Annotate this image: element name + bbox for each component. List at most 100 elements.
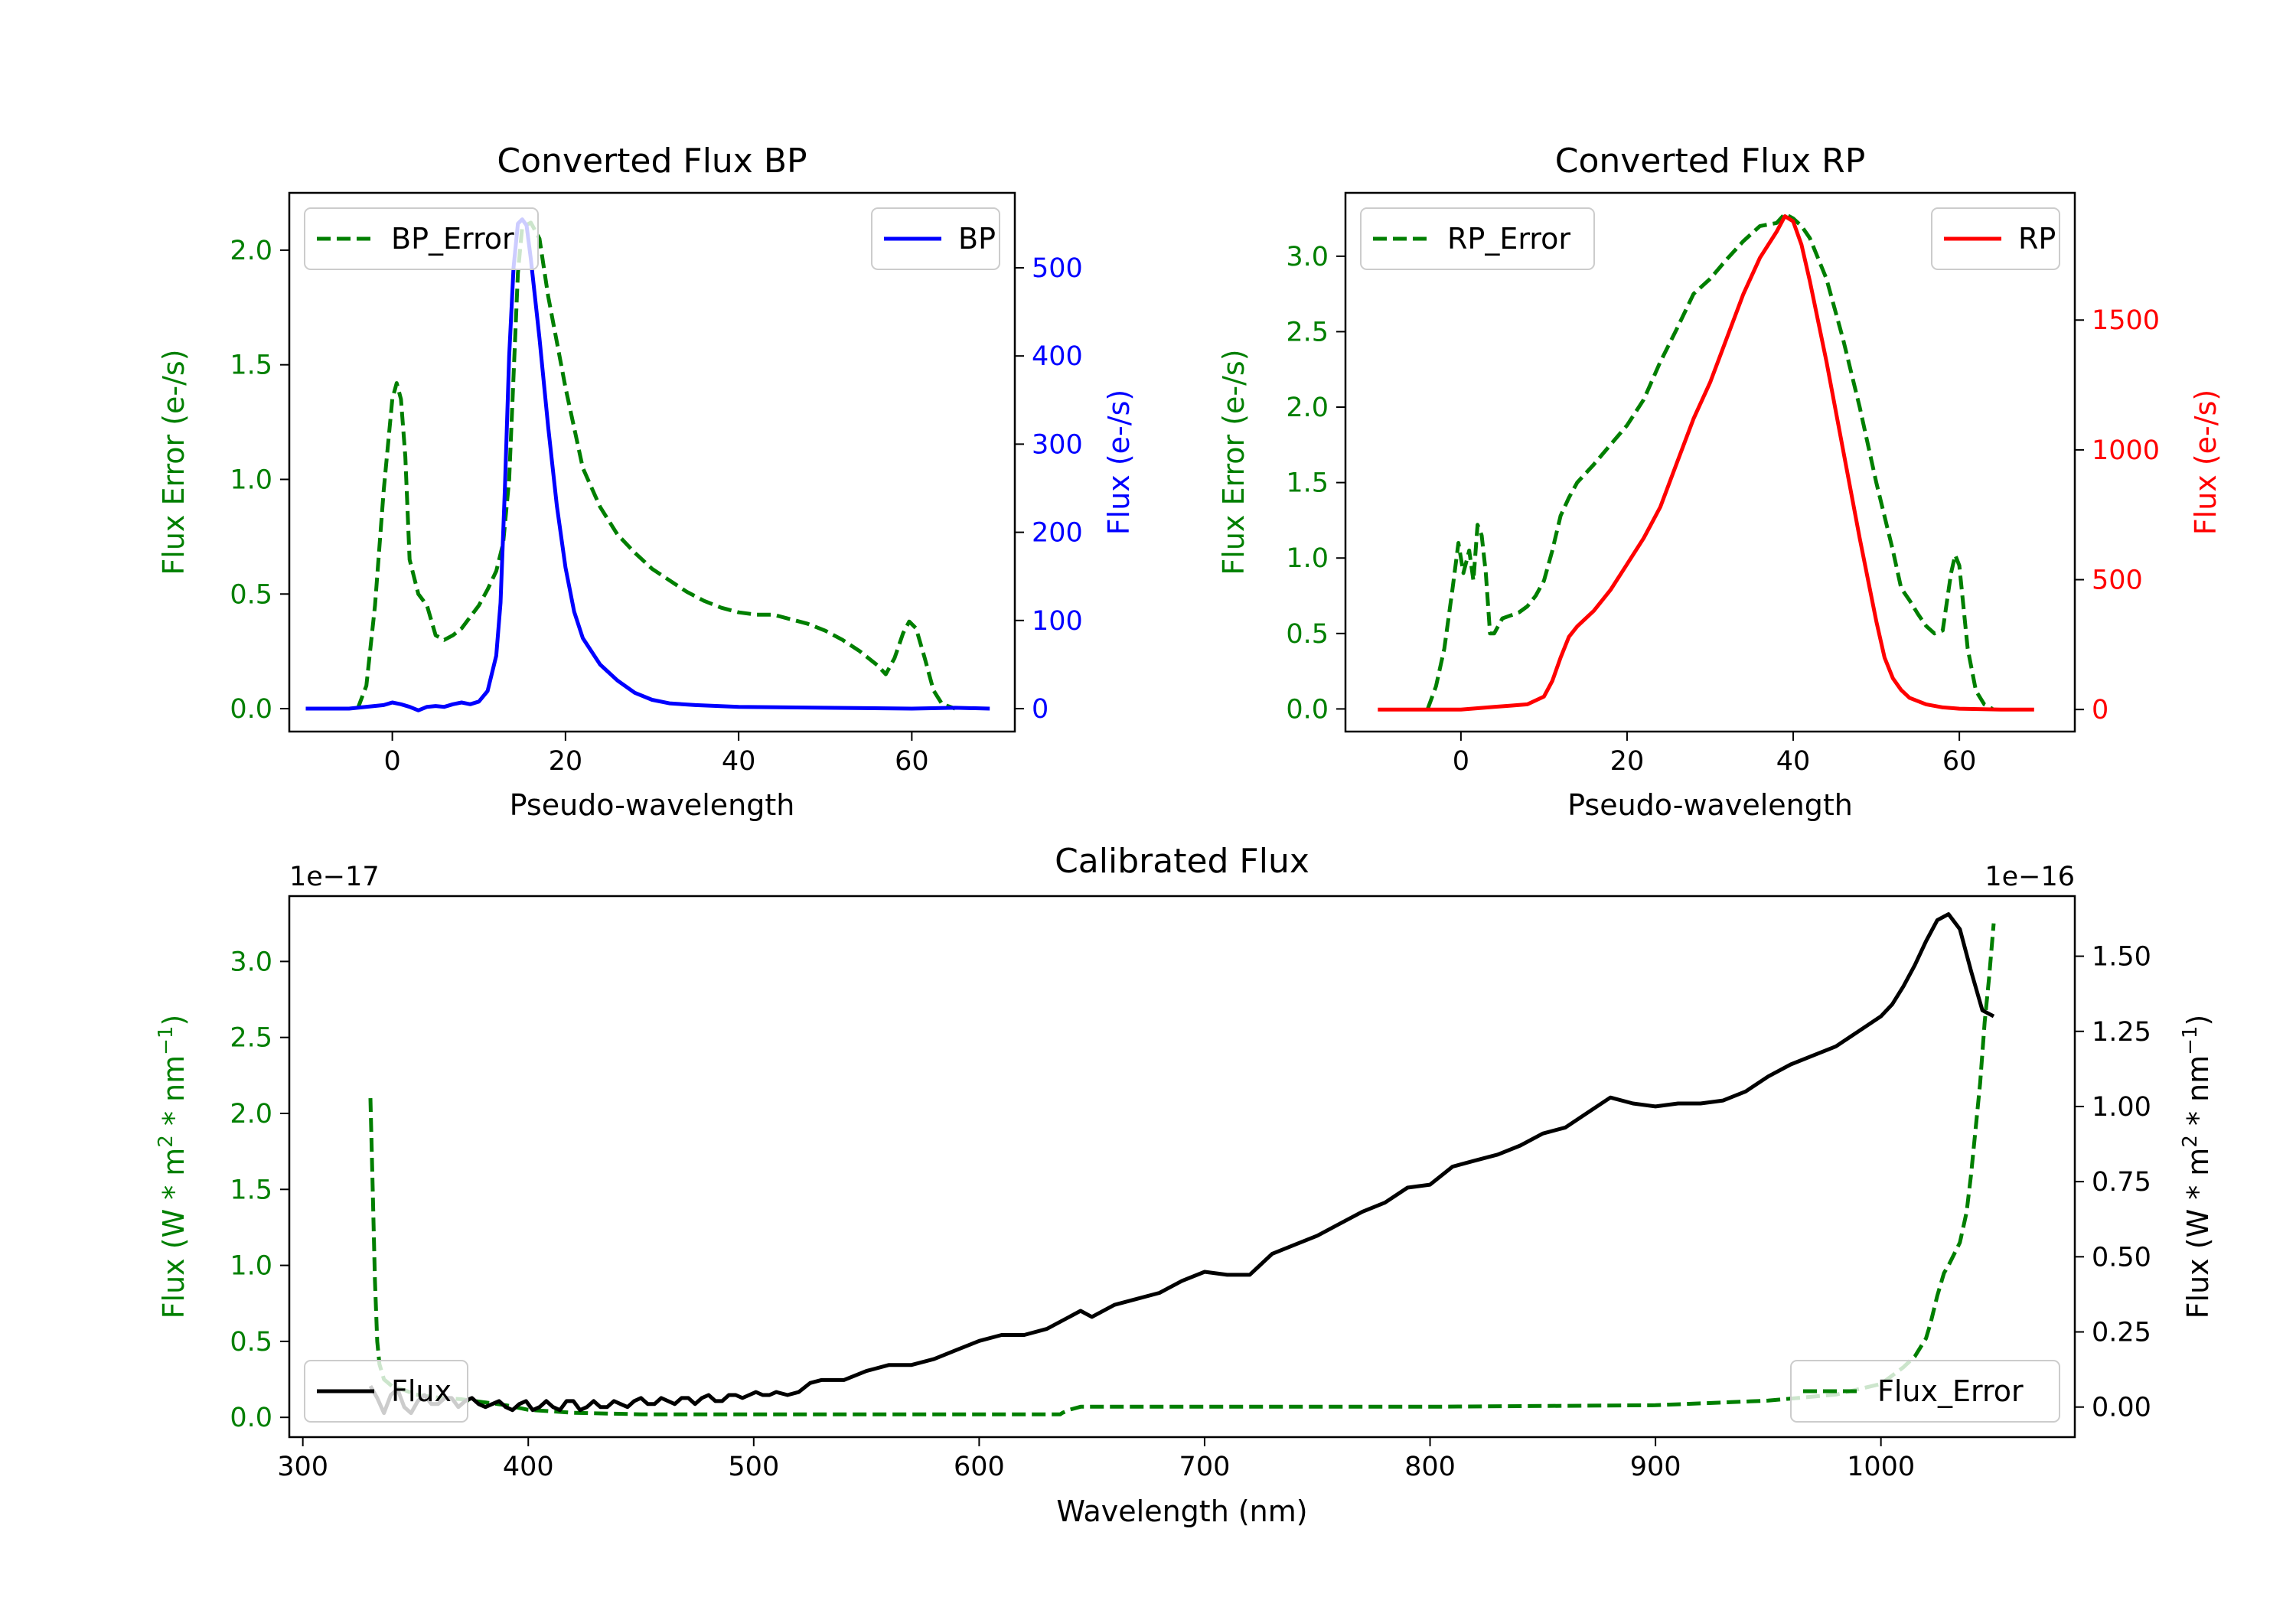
y-left-tick-label: 1.5 [230, 1175, 272, 1205]
x-tick-label: 800 [1404, 1452, 1456, 1482]
legend-box [1790, 1360, 2060, 1423]
x-tick-label: 0 [1453, 746, 1469, 777]
x-tick-label: 400 [503, 1452, 554, 1482]
y-left-label-part: Flux (W * m [157, 1148, 191, 1319]
legend-flux-error: Flux_Error [1790, 1360, 2060, 1423]
y-right-label-superscript: −1 [2179, 1026, 2202, 1055]
series-line-rp [1378, 214, 2034, 712]
y-left-tick-label: 1.0 [230, 1251, 272, 1282]
y-left-tick-label: 2.0 [1286, 393, 1329, 423]
x-axis-label: Wavelength (nm) [1056, 1495, 1307, 1528]
legend-box [1360, 207, 1595, 270]
y-right-tick-label: 300 [1032, 429, 1083, 460]
x-axis-label: Pseudo-wavelength [510, 788, 795, 822]
legend-rp: RP [1931, 207, 2060, 270]
y-left-tick-label: 0.0 [230, 694, 272, 725]
y-left-axis-label: Flux Error (e-/s) [157, 349, 191, 575]
legend-label: RP_Error [1447, 222, 1570, 256]
y-right-tick-label: 0.50 [2092, 1242, 2151, 1273]
y-left-tick-label: 0.5 [230, 1327, 272, 1358]
series-line-bp-error [356, 220, 956, 711]
y-right-axis-label: Flux (e-/s) [2189, 390, 2223, 535]
plot-frame [288, 191, 1016, 733]
x-tick-label: 0 [383, 746, 400, 777]
x-axis-label: Pseudo-wavelength [1567, 788, 1853, 822]
y-right-axis-label: Flux (e-/s) [1102, 390, 1136, 535]
y-left-tick-label: 2.0 [230, 1099, 272, 1129]
chart-title: Converted Flux RP [1555, 142, 1866, 181]
y-right-tick-label: 1.50 [2092, 942, 2151, 973]
y-right-tick-label: 200 [1032, 518, 1083, 549]
y-right-tick-label: 1.25 [2092, 1017, 2151, 1048]
legend-flux: Flux [304, 1360, 468, 1423]
y-left-tick-label: 0.5 [1286, 619, 1329, 650]
y-right-tick-label: 100 [1032, 606, 1083, 637]
y-left-axis-label: Flux Error (e-/s) [1217, 349, 1251, 575]
y-left-axis-label: Flux (W * m2 * nm−1) [155, 1015, 191, 1319]
y-right-tick-label: 0.75 [2092, 1167, 2151, 1198]
y-right-label-superscript: 2 [2179, 1135, 2202, 1148]
legend-box [304, 1360, 468, 1423]
chart-cal: 300 400 500 600 700 800 900 1000 0.0 0.5 1.0 1.5 2.0… [155, 842, 2215, 1528]
y-left-label-superscript: 2 [155, 1135, 178, 1148]
x-tick-label: 700 [1179, 1452, 1231, 1482]
y-right-tick-label: 500 [1032, 253, 1083, 284]
y-left-tick-label: 1.0 [230, 464, 272, 495]
y-left-offset-text: 1e−17 [289, 862, 380, 892]
x-tick-label: 300 [277, 1452, 328, 1482]
y-right-label-part: * nm [2181, 1055, 2215, 1135]
x-tick-label: 1000 [1847, 1452, 1915, 1482]
legend-label: Flux [391, 1374, 452, 1408]
y-left-tick-label: 2.0 [230, 236, 272, 266]
chart-title: Calibrated Flux [1055, 842, 1309, 881]
y-left-label-part: * nm [157, 1055, 191, 1135]
y-right-tick-label: 0.00 [2092, 1393, 2151, 1423]
legend-box [304, 207, 539, 270]
legend-bp-error: BP_Error [304, 207, 539, 270]
y-right-tick-label: 500 [2092, 566, 2143, 596]
y-left-tick-label: 0.5 [230, 579, 272, 610]
legend-label: RP [2018, 222, 2056, 256]
x-tick-label: 20 [1610, 746, 1645, 777]
legend-bp: BP [871, 207, 1000, 270]
x-tick-label: 900 [1630, 1452, 1681, 1482]
x-tick-label: 500 [728, 1452, 779, 1482]
x-tick-label: 60 [895, 746, 929, 777]
chart-bp: 0 20 40 60 0.0 0.5 1.0 1.5 2.0 0 100 200 300 400 500 Co… [157, 142, 1136, 822]
series-line-rp-error [1426, 212, 1994, 711]
y-right-tick-label: 1500 [2092, 305, 2160, 336]
y-right-label-part: Flux (W * m [2181, 1148, 2215, 1319]
y-left-tick-label: 0.0 [1286, 694, 1329, 725]
y-right-tick-label: 1.00 [2092, 1092, 2151, 1123]
legend-label: Flux_Error [1877, 1374, 2024, 1408]
x-tick-label: 60 [1942, 746, 1977, 777]
plot-frame [1344, 191, 2076, 733]
x-tick-label: 40 [722, 746, 756, 777]
y-left-tick-label: 1.0 [1286, 543, 1329, 574]
series-line-flux [368, 912, 1995, 1416]
y-right-tick-label: 1000 [2092, 435, 2160, 466]
y-right-axis-label: Flux (W * m2 * nm−1) [2179, 1015, 2215, 1319]
y-left-tick-label: 3.0 [1286, 242, 1329, 272]
y-left-tick-label: 2.5 [230, 1023, 272, 1054]
y-left-tick-label: 3.0 [230, 947, 272, 977]
legend-label: BP_Error [391, 222, 514, 256]
y-left-label-part: ) [157, 1015, 191, 1026]
y-left-tick-label: 1.5 [230, 350, 272, 381]
y-left-label-superscript: −1 [155, 1026, 178, 1055]
y-right-tick-label: 0 [1032, 694, 1049, 725]
x-tick-label: 600 [954, 1452, 1005, 1482]
x-tick-label: 20 [549, 746, 583, 777]
chart-rp: 0 20 40 60 0.0 0.5 1.0 1.5 2.0 2.5 3.0 0 500 1000 1500… [1217, 142, 2223, 822]
y-left-tick-label: 0.0 [230, 1403, 272, 1433]
y-right-label-part: ) [2181, 1015, 2215, 1026]
y-right-tick-label: 0 [2092, 695, 2108, 725]
y-left-tick-label: 1.5 [1286, 468, 1329, 499]
plot-frame [288, 895, 2076, 1439]
y-left-tick-label: 2.5 [1286, 317, 1329, 347]
legend-label: BP [958, 222, 996, 256]
chart-title: Converted Flux BP [497, 142, 807, 181]
y-right-tick-label: 400 [1032, 341, 1083, 372]
y-right-offset-text: 1e−16 [1985, 862, 2075, 892]
